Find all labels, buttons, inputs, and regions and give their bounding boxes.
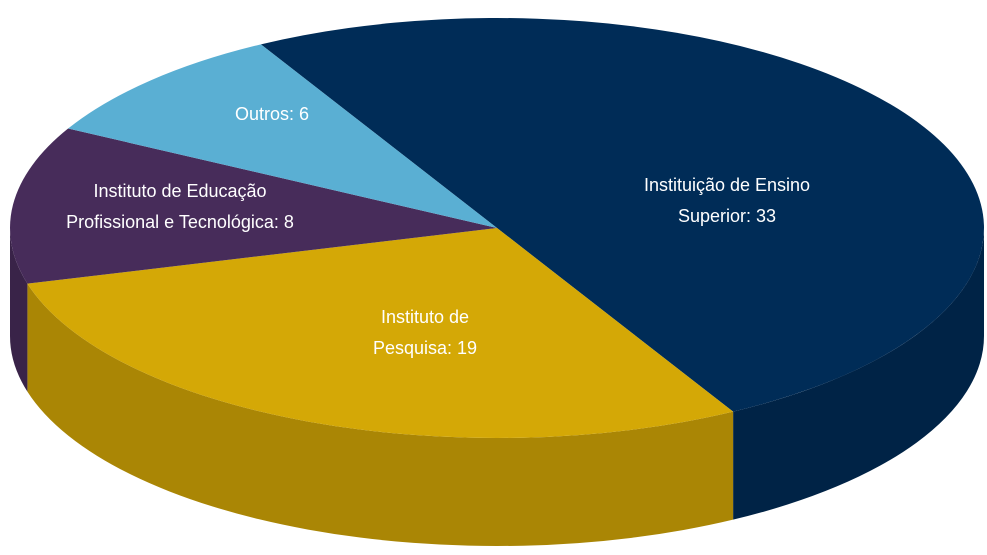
data-label: Instituto de Educação Profissional e Tecn… [66, 181, 294, 232]
data-label: Outros: 6 [235, 104, 309, 124]
data-label: Instituição de Ensino Superior: 33 [644, 175, 810, 226]
slice-side [733, 228, 984, 520]
slice-side [10, 228, 28, 392]
data-label-line: Instituto de [381, 307, 469, 327]
slice [260, 17, 984, 412]
data-label-line: Instituição de Ensino [644, 175, 810, 195]
data-label: Instituto de Pesquisa: 19 [373, 307, 477, 358]
slice-side [27, 283, 734, 547]
slice [27, 228, 734, 438]
data-label-line: Superior: 33 [678, 206, 776, 226]
data-label-line: Profissional e Tecnológica: 8 [66, 212, 294, 232]
slice [10, 128, 497, 284]
data-label-line: Outros: 6 [235, 104, 309, 124]
data-label-line: Instituto de Educação [93, 181, 266, 201]
data-label-line: Pesquisa: 19 [373, 338, 477, 358]
slice [68, 44, 497, 228]
